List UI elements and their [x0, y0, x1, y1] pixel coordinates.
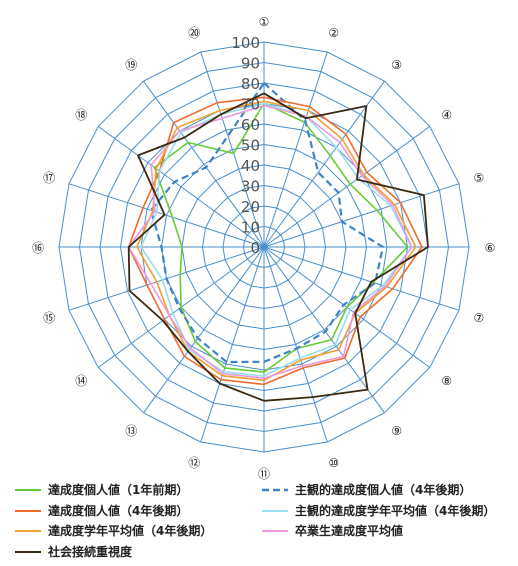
legend-label: 達成度学年平均値（4年後期）: [48, 523, 212, 538]
series-line-3: [127, 96, 423, 386]
radar-series: [127, 81, 429, 402]
tick-label: 70: [241, 96, 260, 114]
legend-label: 達成度個人値（1年前期）: [48, 482, 188, 497]
grid-spoke: [97, 126, 265, 248]
tick-label: 50: [241, 137, 260, 155]
legend-label: 達成度個人値（4年後期）: [48, 503, 188, 518]
category-label: ③: [391, 58, 402, 72]
category-label: ⑨: [391, 424, 402, 438]
chart-legend: 達成度個人値（1年前期） 主観的達成度個人値（4年後期） 達成度個人値（4年後期） 主…: [15, 482, 495, 559]
category-label: ⑪: [258, 467, 270, 481]
grid-spoke: [143, 246, 265, 414]
tick-label: 30: [241, 178, 260, 196]
tick-label: 10: [241, 219, 260, 237]
category-label: ⑱: [75, 108, 87, 122]
series-line-2: [149, 81, 384, 364]
grid-spoke: [263, 126, 431, 248]
category-label: ⑰: [43, 171, 55, 185]
category-label: ⑥: [485, 241, 496, 255]
category-label: ⑤: [474, 171, 485, 185]
category-label: ⑯: [32, 241, 44, 255]
tick-label: 20: [241, 198, 260, 216]
series-line-1: [153, 102, 409, 373]
series-line-7: [127, 92, 429, 402]
tick-label: 0: [250, 239, 260, 257]
category-label: ⑬: [125, 424, 137, 438]
series-line-4: [140, 102, 413, 377]
grid-spoke: [263, 246, 385, 414]
grid-spoke: [200, 246, 265, 443]
series-line-5: [136, 100, 417, 382]
tick-label: 60: [241, 116, 260, 134]
category-label: ⑳: [188, 26, 200, 40]
tick-label: 90: [241, 55, 260, 73]
category-label: ⑫: [188, 456, 200, 470]
grid-spoke: [143, 80, 265, 248]
category-label: ⑧: [441, 374, 452, 388]
grid-spoke: [263, 246, 328, 443]
category-label: ⑮: [43, 311, 55, 325]
category-label: ⑩: [328, 456, 339, 470]
grid-spoke: [68, 183, 265, 248]
category-label: ⑦: [474, 311, 485, 325]
category-label: ④: [441, 108, 452, 122]
series-line-6: [127, 104, 413, 380]
grid-spoke: [200, 51, 265, 248]
grid-spoke: [263, 183, 460, 248]
legend-label: 主観的達成度個人値（4年後期）: [295, 482, 471, 497]
tick-label: 100: [231, 34, 260, 52]
legend-label: 主観的達成度学年平均値（4年後期）: [295, 503, 495, 518]
radar-category-labels: ① ② ③ ④ ⑤ ⑥ ⑦ ⑧ ⑨ ⑩ ⑪ ⑫ ⑬ ⑭ ⑮ ⑯ ⑰ ⑱ ⑲ ⑳: [32, 15, 495, 481]
grid-spoke: [263, 51, 328, 248]
category-label: ⑭: [75, 374, 87, 388]
grid-spoke: [263, 246, 460, 311]
tick-label: 80: [241, 75, 260, 93]
legend-label: 卒業生達成度平均値: [295, 523, 403, 538]
category-label: ②: [328, 26, 339, 40]
legend-label: 社会接続重視度: [47, 544, 133, 559]
tick-label: 40: [241, 157, 260, 175]
grid-spoke: [263, 80, 385, 248]
radar-tick-labels: 0 10 20 30 40 50 60 70 80 90 100: [231, 34, 260, 257]
category-label: ①: [259, 15, 270, 29]
category-label: ⑲: [125, 58, 137, 72]
